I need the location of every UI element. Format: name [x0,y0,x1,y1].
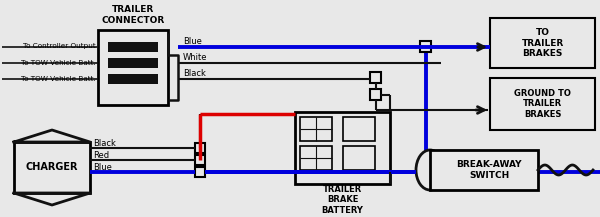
Text: CHARGER: CHARGER [26,163,78,173]
Text: TRAILER
BRAKE
BATTERY: TRAILER BRAKE BATTERY [322,185,364,215]
Bar [343,117,375,141]
Bar [370,89,381,100]
Text: To TOW Vehicle Batt.: To TOW Vehicle Batt. [21,60,96,66]
Bar [195,143,205,153]
Bar [420,41,431,52]
Bar [98,30,168,105]
Text: TO
TRAILER
BRAKES: TO TRAILER BRAKES [521,28,563,58]
Text: White: White [183,54,208,62]
Text: Black: Black [93,138,116,148]
Text: Blue: Blue [93,163,112,171]
Bar [108,58,158,68]
Bar [295,112,390,184]
Text: To Controller Output: To Controller Output [23,43,96,49]
Bar [490,18,595,68]
Bar [300,117,332,141]
Text: TRAILER
CONNECTOR: TRAILER CONNECTOR [101,5,164,25]
Text: Black: Black [183,69,206,79]
Bar [108,74,158,84]
Text: Red: Red [93,151,109,159]
Text: BREAK-AWAY
SWITCH: BREAK-AWAY SWITCH [456,160,522,180]
Text: Blue: Blue [183,38,202,46]
Bar [195,155,205,165]
Bar [370,72,381,83]
Text: GROUND TO
TRAILER
BRAKES: GROUND TO TRAILER BRAKES [514,89,571,119]
Bar [108,42,158,52]
Bar [300,146,332,170]
Ellipse shape [416,150,444,190]
Bar [343,146,375,170]
Bar [195,167,205,177]
Bar [490,78,595,130]
Bar [14,142,90,193]
Bar [430,150,538,190]
Text: To TOW Vehicle Batt.: To TOW Vehicle Batt. [21,76,96,82]
